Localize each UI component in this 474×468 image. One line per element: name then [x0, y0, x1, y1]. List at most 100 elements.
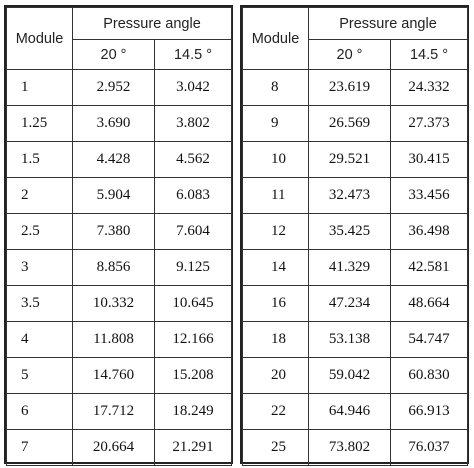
table-row: 16 47.234 48.664: [242, 285, 468, 322]
module-cell: 1: [6, 69, 73, 106]
module-table-right: Module Pressure angle 20 ° 14.5 ° 8 23.61…: [242, 7, 468, 466]
angle-20-cell: 17.712: [72, 393, 155, 430]
angle-14-5-cell: 60.830: [390, 357, 468, 394]
module-cell: 18: [242, 321, 309, 358]
table-row: 1.25 3.690 3.802: [6, 105, 232, 142]
right-table-panel: Module Pressure angle 20 ° 14.5 ° 8 23.61…: [240, 5, 469, 466]
module-cell: 25: [242, 429, 309, 466]
module-cell: 20: [242, 357, 309, 394]
angle-14-5-cell: 54.747: [390, 321, 468, 358]
angle-20-cell: 32.473: [308, 177, 391, 214]
module-cell: 2: [6, 177, 73, 214]
angle-20-cell: 20.664: [72, 429, 155, 466]
module-cell: 6: [6, 393, 73, 430]
angle-20-cell: 59.042: [308, 357, 391, 394]
module-cell: 16: [242, 285, 309, 322]
angle-14-5-cell: 12.166: [154, 321, 232, 358]
angle-20-cell: 35.425: [308, 213, 391, 250]
angle-20-cell: 11.808: [72, 321, 155, 358]
angle-20-cell: 3.690: [72, 105, 155, 142]
angle-14-5-cell: 3.802: [154, 105, 232, 142]
module-cell: 11: [242, 177, 309, 214]
angle-20-cell: 53.138: [308, 321, 391, 358]
table-row: 11 32.473 33.456: [242, 177, 468, 214]
angle-14-5-header: 14.5 °: [154, 39, 232, 70]
angle-20-cell: 10.332: [72, 285, 155, 322]
angle-14-5-cell: 9.125: [154, 249, 232, 286]
table-row: 5 14.760 15.208: [6, 357, 232, 394]
angle-20-cell: 2.952: [72, 69, 155, 106]
table-row: 22 64.946 66.913: [242, 393, 468, 430]
table-row: 9 26.569 27.373: [242, 105, 468, 142]
table-row: 2.5 7.380 7.604: [6, 213, 232, 250]
module-cell: 2.5: [6, 213, 73, 250]
angle-20-cell: 4.428: [72, 141, 155, 178]
angle-14-5-cell: 10.645: [154, 285, 232, 322]
module-cell: 22: [242, 393, 309, 430]
pressure-angle-header: Pressure angle: [308, 7, 468, 40]
table-row: 14 41.329 42.581: [242, 249, 468, 286]
angle-14-5-cell: 33.456: [390, 177, 468, 214]
table-row: 7 20.664 21.291: [6, 429, 232, 466]
table-row: 4 11.808 12.166: [6, 321, 232, 358]
module-cell: 1.25: [6, 105, 73, 142]
angle-20-cell: 5.904: [72, 177, 155, 214]
table-row: 12 35.425 36.498: [242, 213, 468, 250]
angle-14-5-cell: 24.332: [390, 69, 468, 106]
module-cell: 3.5: [6, 285, 73, 322]
angle-14-5-cell: 3.042: [154, 69, 232, 106]
angle-20-header: 20 °: [72, 39, 155, 70]
angle-14-5-cell: 7.604: [154, 213, 232, 250]
module-cell: 4: [6, 321, 73, 358]
angle-14-5-cell: 66.913: [390, 393, 468, 430]
table-body-right: 8 23.619 24.332 9 26.569 27.373 10 29.521 30.415…: [242, 69, 468, 466]
angle-14-5-cell: 76.037: [390, 429, 468, 466]
angle-20-cell: 8.856: [72, 249, 155, 286]
module-cell: 10: [242, 141, 309, 178]
angle-20-cell: 23.619: [308, 69, 391, 106]
angle-20-cell: 29.521: [308, 141, 391, 178]
angle-14-5-cell: 30.415: [390, 141, 468, 178]
module-cell: 12: [242, 213, 309, 250]
module-header: Module: [242, 7, 309, 70]
angle-20-header: 20 °: [308, 39, 391, 70]
angle-20-cell: 14.760: [72, 357, 155, 394]
table-row: 3 8.856 9.125: [6, 249, 232, 286]
angle-20-cell: 41.329: [308, 249, 391, 286]
module-cell: 5: [6, 357, 73, 394]
angle-14-5-cell: 4.562: [154, 141, 232, 178]
table-row: 25 73.802 76.037: [242, 429, 468, 466]
angle-20-cell: 64.946: [308, 393, 391, 430]
angle-20-cell: 7.380: [72, 213, 155, 250]
angle-20-cell: 47.234: [308, 285, 391, 322]
pressure-angle-header: Pressure angle: [72, 7, 232, 40]
table-row: 20 59.042 60.830: [242, 357, 468, 394]
angle-14-5-header: 14.5 °: [390, 39, 468, 70]
table-row: 8 23.619 24.332: [242, 69, 468, 106]
angle-14-5-cell: 27.373: [390, 105, 468, 142]
table-row: 1 2.952 3.042: [6, 69, 232, 106]
table-row: 6 17.712 18.249: [6, 393, 232, 430]
table-row: 10 29.521 30.415: [242, 141, 468, 178]
angle-14-5-cell: 18.249: [154, 393, 232, 430]
module-cell: 3: [6, 249, 73, 286]
angle-14-5-cell: 36.498: [390, 213, 468, 250]
module-header: Module: [6, 7, 73, 70]
table-body-left: 1 2.952 3.042 1.25 3.690 3.802 1.5 4.428 4.562 2 5…: [6, 69, 232, 466]
module-cell: 1.5: [6, 141, 73, 178]
angle-20-cell: 26.569: [308, 105, 391, 142]
module-cell: 8: [242, 69, 309, 106]
angle-14-5-cell: 48.664: [390, 285, 468, 322]
angle-14-5-cell: 42.581: [390, 249, 468, 286]
angle-14-5-cell: 6.083: [154, 177, 232, 214]
table-row: 2 5.904 6.083: [6, 177, 232, 214]
module-cell: 14: [242, 249, 309, 286]
table-row: 18 53.138 54.747: [242, 321, 468, 358]
table-row: 3.5 10.332 10.645: [6, 285, 232, 322]
angle-20-cell: 73.802: [308, 429, 391, 466]
module-cell: 7: [6, 429, 73, 466]
angle-14-5-cell: 21.291: [154, 429, 232, 466]
angle-14-5-cell: 15.208: [154, 357, 232, 394]
table-row: 1.5 4.428 4.562: [6, 141, 232, 178]
module-cell: 9: [242, 105, 309, 142]
